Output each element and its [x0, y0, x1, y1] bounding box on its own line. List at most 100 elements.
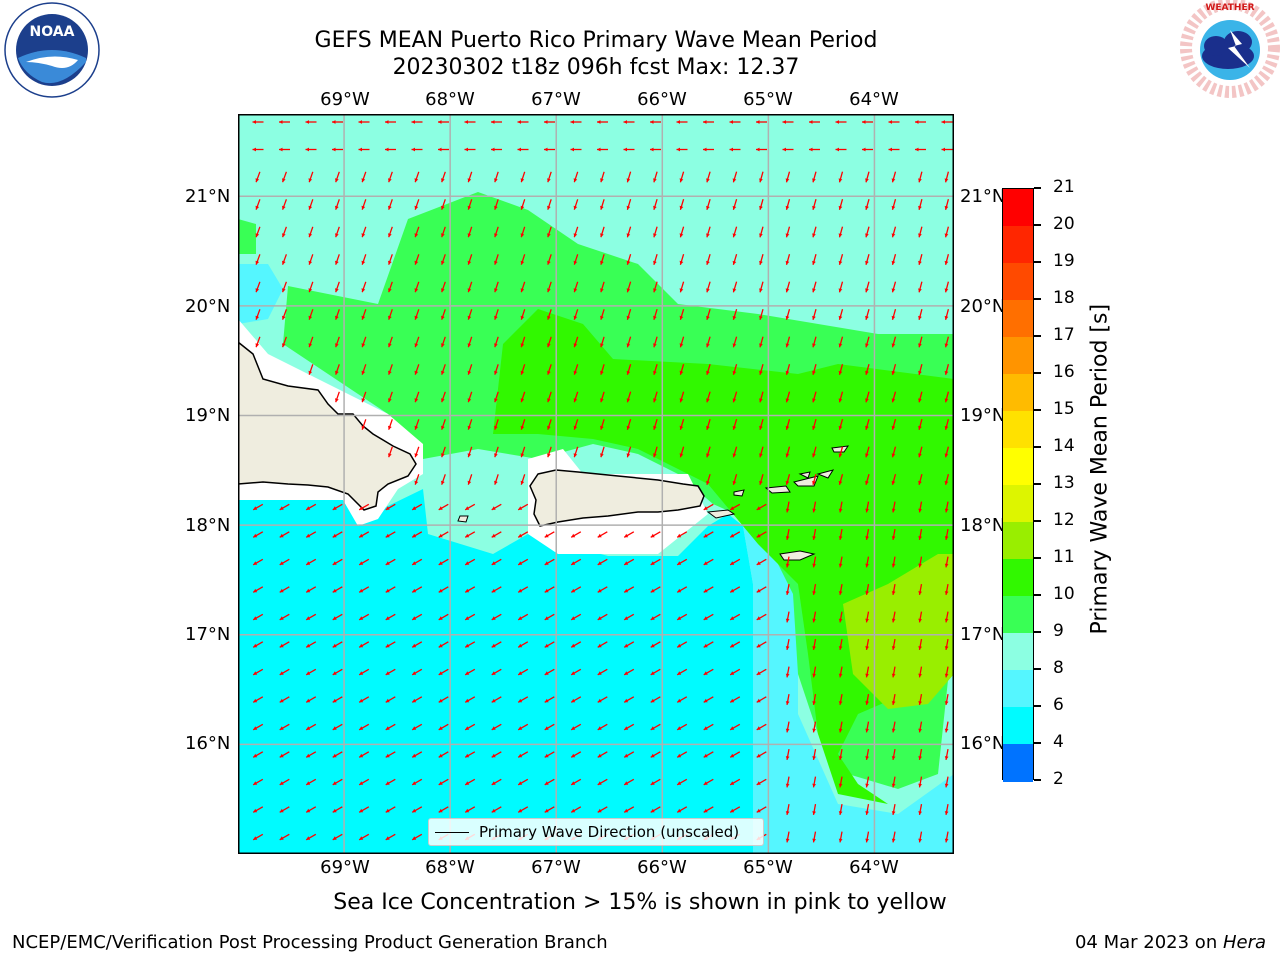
- wave-arrow-head: [600, 425, 604, 430]
- wave-arrow-head: [730, 533, 735, 538]
- colorbar-segment: [1003, 633, 1033, 671]
- wave-arrow-head: [600, 315, 604, 320]
- wave-arrow-head: [679, 343, 684, 348]
- wave-arrow-head: [838, 453, 843, 458]
- wave-arrow-head: [891, 783, 896, 788]
- wave-arrow-head: [597, 533, 602, 538]
- wave-arrow-head: [918, 205, 922, 210]
- wave-arrow-head: [759, 453, 763, 458]
- wave-arrow-head: [279, 753, 284, 758]
- wave-arrow-head: [547, 205, 551, 210]
- wave-arrow-head: [677, 726, 682, 730]
- wave-arrow-head: [918, 480, 922, 485]
- wave-arrow-head: [571, 781, 576, 785]
- wave-arrow-head: [544, 781, 549, 785]
- wave-arrow-head: [865, 343, 869, 348]
- wave-arrow-head: [467, 178, 472, 183]
- wave-arrow-head: [918, 673, 922, 678]
- wave-arrow-head: [517, 120, 521, 124]
- land-virgin-islands: [764, 445, 850, 494]
- footer-right: 04 Mar 2023 on Hera: [1075, 932, 1266, 953]
- wave-arrow-head: [306, 753, 311, 758]
- wave-arrow-head: [335, 233, 339, 238]
- wave-arrow-head: [388, 343, 392, 348]
- wave-arrow-head: [624, 588, 629, 593]
- colorbar-tick-mark: [1034, 483, 1041, 485]
- wave-arrow-head: [730, 808, 735, 813]
- wave-arrow-head: [679, 370, 684, 375]
- wave-arrow-head: [571, 671, 576, 675]
- wave-arrow-head: [626, 260, 631, 265]
- wave-arrow-head: [306, 616, 311, 620]
- wave-arrow-head: [677, 808, 682, 813]
- wave-arrow-head: [732, 205, 737, 210]
- wave-arrow-head: [653, 205, 657, 210]
- wave-arrow-head: [467, 343, 472, 348]
- wave-arrow-head: [494, 398, 498, 403]
- wave-arrow-head: [279, 506, 284, 510]
- wave-arrow-head: [282, 315, 286, 320]
- wave-arrow-head: [838, 563, 843, 568]
- lon-label-top-64w: 64°W: [849, 89, 899, 110]
- wave-arrow-head: [359, 643, 364, 648]
- wave-arrow-head: [626, 343, 631, 348]
- wave-arrow-head: [785, 480, 790, 485]
- wave-arrow-head: [544, 147, 548, 152]
- wave-arrow-head: [676, 120, 680, 124]
- wave-arrow-head: [412, 643, 417, 648]
- wave-arrow-head: [438, 726, 443, 730]
- wave-arrow-head: [650, 781, 655, 785]
- wave-arrow-head: [464, 147, 468, 152]
- wave-arrow-head: [891, 756, 896, 760]
- wave-arrow-head: [494, 425, 498, 430]
- wave-arrow-head: [785, 453, 790, 458]
- wave-arrow-head: [679, 178, 684, 183]
- colorbar-segment: [1003, 448, 1033, 486]
- wave-arrow-head: [547, 288, 551, 293]
- wave-arrow-head: [703, 506, 708, 510]
- wave-arrow-head: [600, 288, 604, 293]
- wave-arrow-head: [308, 288, 313, 293]
- wave-arrow-head: [785, 673, 790, 678]
- wave-arrow-head: [547, 315, 551, 320]
- wave-arrow-head: [785, 728, 790, 733]
- wave-arrow-head: [412, 698, 417, 703]
- wave-arrow-head: [944, 233, 949, 238]
- wave-arrow-head: [626, 233, 631, 238]
- wave-arrow-head: [918, 618, 922, 623]
- wave-arrow-head: [944, 756, 949, 760]
- wave-arrow-head: [518, 726, 523, 730]
- land-mona: [457, 515, 469, 523]
- wave-arrow-head: [412, 726, 417, 730]
- wave-arrow-head: [597, 588, 602, 593]
- wave-arrow-head: [547, 343, 551, 348]
- chart-subtitle: 20230302 t18z 096h fcst Max: 12.37: [392, 55, 800, 80]
- wave-arrow-head: [547, 425, 551, 430]
- wave-arrow-head: [361, 178, 366, 183]
- wave-arrow-head: [785, 783, 790, 788]
- colorbar-tick-mark: [1034, 335, 1041, 337]
- wave-arrow-head: [730, 643, 735, 648]
- wave-arrow-head: [573, 205, 578, 210]
- wave-arrow-head: [706, 480, 710, 485]
- wave-arrow-head: [650, 147, 654, 152]
- wave-arrow-head: [438, 147, 442, 152]
- wave-arrow-head: [597, 643, 602, 648]
- wave-arrow-head: [812, 178, 816, 183]
- wave-arrow-head: [465, 588, 470, 593]
- wave-arrow-head: [944, 508, 949, 513]
- wave-arrow-head: [838, 315, 843, 320]
- wave-arrow-head: [385, 616, 390, 620]
- wave-arrow-head: [732, 233, 737, 238]
- wave-arrow-head: [650, 726, 655, 730]
- wave-arrow-head: [414, 425, 419, 430]
- wave-arrow-head: [679, 315, 684, 320]
- wave-arrow-head: [388, 205, 392, 210]
- wave-arrow-head: [706, 288, 710, 293]
- colorbar-tick-mark: [1034, 742, 1041, 744]
- wave-arrow-head: [865, 480, 869, 485]
- wave-arrow-head: [812, 673, 816, 678]
- wave-arrow-head: [253, 808, 258, 813]
- wave-arrow-head: [944, 591, 949, 595]
- wave-arrow-head: [706, 453, 710, 458]
